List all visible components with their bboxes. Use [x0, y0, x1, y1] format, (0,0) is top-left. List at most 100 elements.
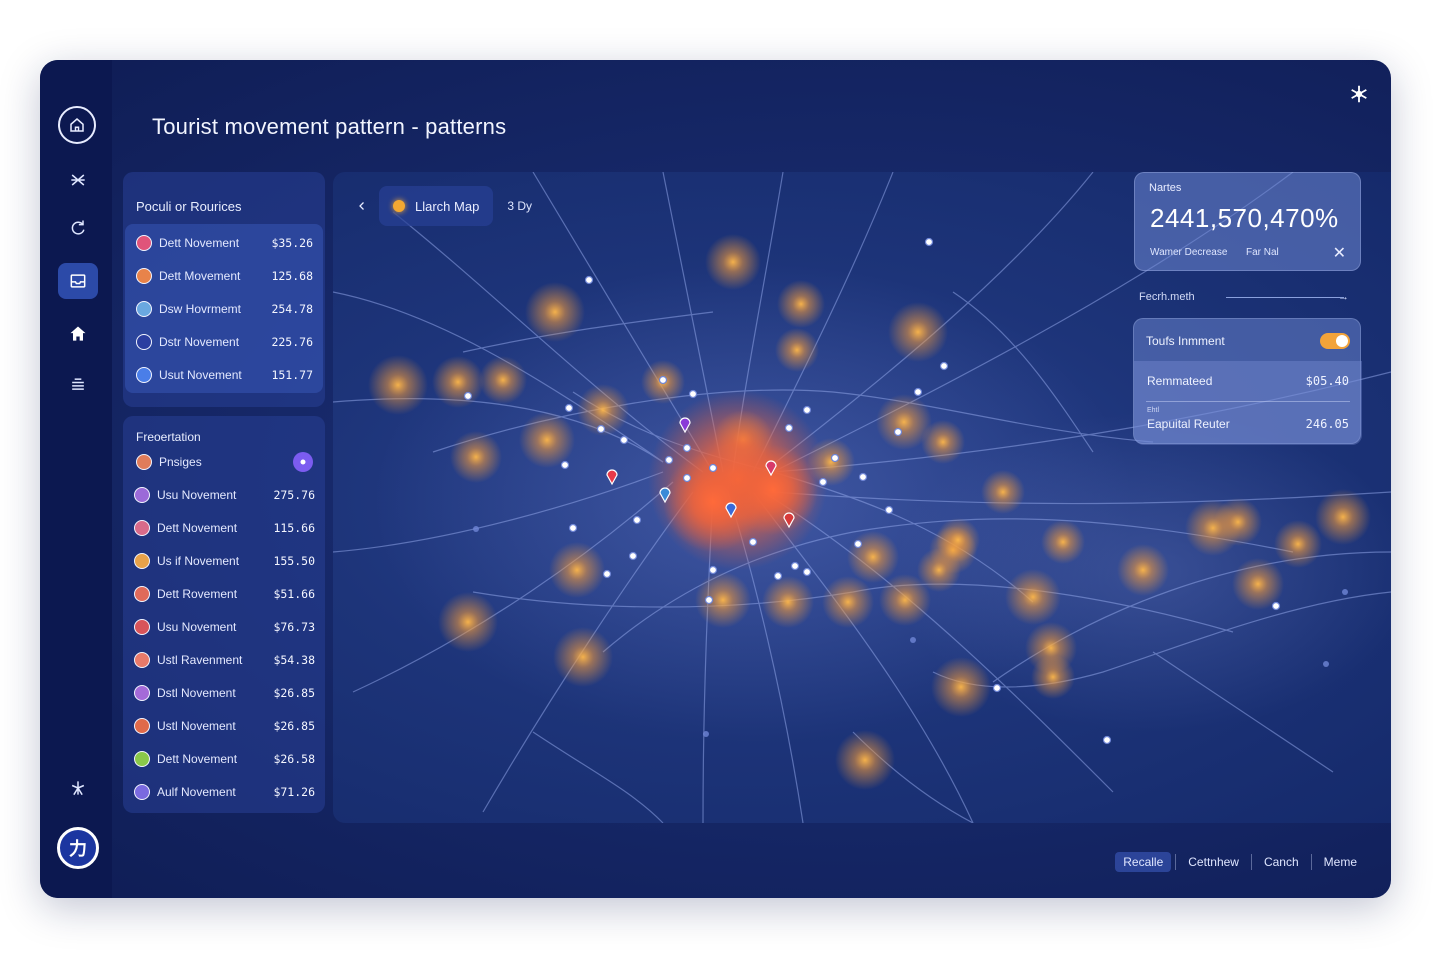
road-network: [333, 172, 1391, 823]
list-item-value: $26.58: [273, 751, 315, 766]
list-item-value: $26.85: [273, 685, 315, 700]
list-item[interactable]: Dstr Novement 225.76: [125, 325, 323, 358]
divider: [1310, 854, 1312, 870]
list-item[interactable]: Dett Novement 115.66: [123, 511, 325, 544]
stat-card-foot-left: Wamer Decrease: [1150, 247, 1228, 258]
avatar: [134, 651, 150, 668]
toggle-label: Toufs Inmment: [1146, 334, 1225, 348]
list-item[interactable]: Ustl Novement $26.85: [123, 709, 325, 742]
layer-toggle-card: Toufs Inmment Remmateed $05.40 Ehtl Eapu…: [1133, 318, 1362, 445]
list-item-value: 225.76: [271, 334, 313, 349]
list-item-label: Dett Movement: [159, 268, 241, 283]
avatar: [134, 585, 150, 602]
list-item[interactable]: Usu Novement $76.73: [123, 610, 325, 643]
list-item[interactable]: Usut Novement 151.77: [125, 358, 323, 391]
sidebar-item-layers[interactable]: [58, 367, 98, 403]
sidebar-item-favorites[interactable]: [58, 770, 98, 806]
avatar: [136, 234, 152, 251]
list-item-value: 115.66: [273, 520, 315, 535]
list-item-label: Dett Novement: [157, 520, 238, 535]
list-item-label: Dsw Hovrmemt: [159, 301, 242, 316]
period-selector[interactable]: 3 Dy: [507, 199, 532, 213]
connector-label: Fecrh.meth: [1139, 291, 1195, 303]
avatar: [134, 750, 150, 767]
list-item-label: Dstl Novement: [157, 685, 236, 700]
filter-selector[interactable]: Pnsiges: [123, 444, 325, 472]
divider: [1146, 401, 1350, 402]
avatar: [134, 684, 150, 701]
filter-heading: Freoertation: [136, 430, 201, 444]
popular-routes-heading: Poculi or Rourices: [136, 199, 242, 214]
user-initial: 力: [69, 839, 87, 859]
home-button[interactable]: [58, 106, 96, 144]
list-item-label: Ustl Novement: [157, 718, 236, 733]
list-item-value: 254.78: [271, 301, 313, 316]
back-button[interactable]: [345, 186, 379, 226]
map-toolbar: Llarch Map 3 Dy: [345, 186, 532, 226]
tourism-toggle-row: Toufs Inmment: [1146, 333, 1350, 349]
close-icon[interactable]: ✕: [1332, 245, 1346, 262]
bottom-nav: Recalle Cettnhew Canch Meme: [1115, 852, 1365, 872]
list-item-value: 151.77: [271, 367, 313, 382]
network-icon: [71, 174, 85, 186]
list-item-label: Usut Novement: [159, 367, 242, 382]
tab-label: Llarch Map: [415, 198, 480, 214]
sidebar-item-attractions[interactable]: [58, 316, 98, 352]
bottom-nav-item[interactable]: Cettnhew: [1188, 855, 1239, 869]
stat-row-value: $05.40: [1305, 374, 1349, 388]
star-icon: [71, 781, 85, 796]
divider: [1175, 854, 1177, 870]
stat-card-foot-right: Far Nal: [1246, 247, 1279, 258]
inbox-icon: [70, 274, 86, 288]
list-item-label: Dstr Novement: [159, 334, 240, 349]
arrow-right-icon: →: [1338, 291, 1349, 303]
settings-button[interactable]: [1347, 82, 1371, 106]
list-item-value: $35.26: [271, 235, 313, 250]
sidebar-item-network[interactable]: [58, 162, 98, 198]
list-item-label: Usu Novement: [157, 619, 237, 634]
bottom-nav-item[interactable]: Canch: [1263, 855, 1299, 869]
bottom-nav-item[interactable]: Recalle: [1115, 852, 1172, 872]
stat-card-label: Nartes: [1149, 182, 1182, 194]
sidebar: 力: [40, 60, 112, 898]
list-item-value: $26.85: [273, 718, 315, 733]
list-item[interactable]: Dett Novement $26.58: [123, 742, 325, 775]
list-item[interactable]: Dstl Novement $26.85: [123, 676, 325, 709]
list-item-value: $71.26: [273, 784, 315, 799]
avatar: [134, 486, 150, 503]
stat-row: Eapuital Reuter 246.05: [1147, 417, 1349, 431]
sidebar-item-inbox[interactable]: [58, 263, 98, 299]
tourism-toggle-switch[interactable]: [1320, 333, 1350, 349]
avatar: [136, 366, 152, 383]
stat-row-label: Eapuital Reuter: [1147, 417, 1230, 431]
list-item[interactable]: Dsw Hovrmemt 254.78: [125, 292, 323, 325]
list-item[interactable]: Dett Rovement $51.66: [123, 577, 325, 610]
avatar: [136, 454, 152, 470]
user-avatar-button[interactable]: 力: [57, 827, 99, 869]
popular-routes-list: Dett Novement $35.26 Dett Movement 125.6…: [125, 224, 323, 393]
list-item[interactable]: Ustl Ravenment $54.38: [123, 643, 325, 676]
tab-launch-map[interactable]: Llarch Map: [379, 186, 494, 226]
stat-row-label: Remmateed: [1147, 374, 1213, 388]
snowflake-settings-icon: [1351, 85, 1367, 103]
avatar: [136, 333, 152, 350]
list-item-label: Dett Novement: [159, 235, 240, 250]
list-item[interactable]: Dett Novement $35.26: [125, 226, 323, 259]
popular-routes-panel: Poculi or Rourices Dett Novement $35.26 …: [123, 172, 325, 407]
list-item-label: Dett Novement: [157, 751, 238, 766]
list-item[interactable]: Dett Movement 125.68: [125, 259, 323, 292]
list-item[interactable]: Aulf Novement $71.26: [123, 775, 325, 808]
heatmap-map[interactable]: Llarch Map 3 Dy: [333, 172, 1391, 823]
list-item-label: Ustl Ravenment: [157, 652, 243, 667]
sidebar-item-refresh[interactable]: [58, 210, 98, 246]
status-dot-icon: [393, 200, 405, 212]
avatar: [134, 519, 150, 536]
avatar: [134, 717, 150, 734]
filter-panel: Freoertation Pnsiges Usu Novement 275.76 …: [123, 416, 325, 813]
filter-toggle-button[interactable]: [293, 452, 313, 472]
bottom-nav-item[interactable]: Meme: [1323, 855, 1357, 869]
divider: [1250, 854, 1252, 870]
list-item[interactable]: Us if Novement 155.50: [123, 544, 325, 577]
filter-label: Pnsiges: [159, 455, 202, 469]
list-item[interactable]: Usu Novement 275.76: [123, 478, 325, 511]
